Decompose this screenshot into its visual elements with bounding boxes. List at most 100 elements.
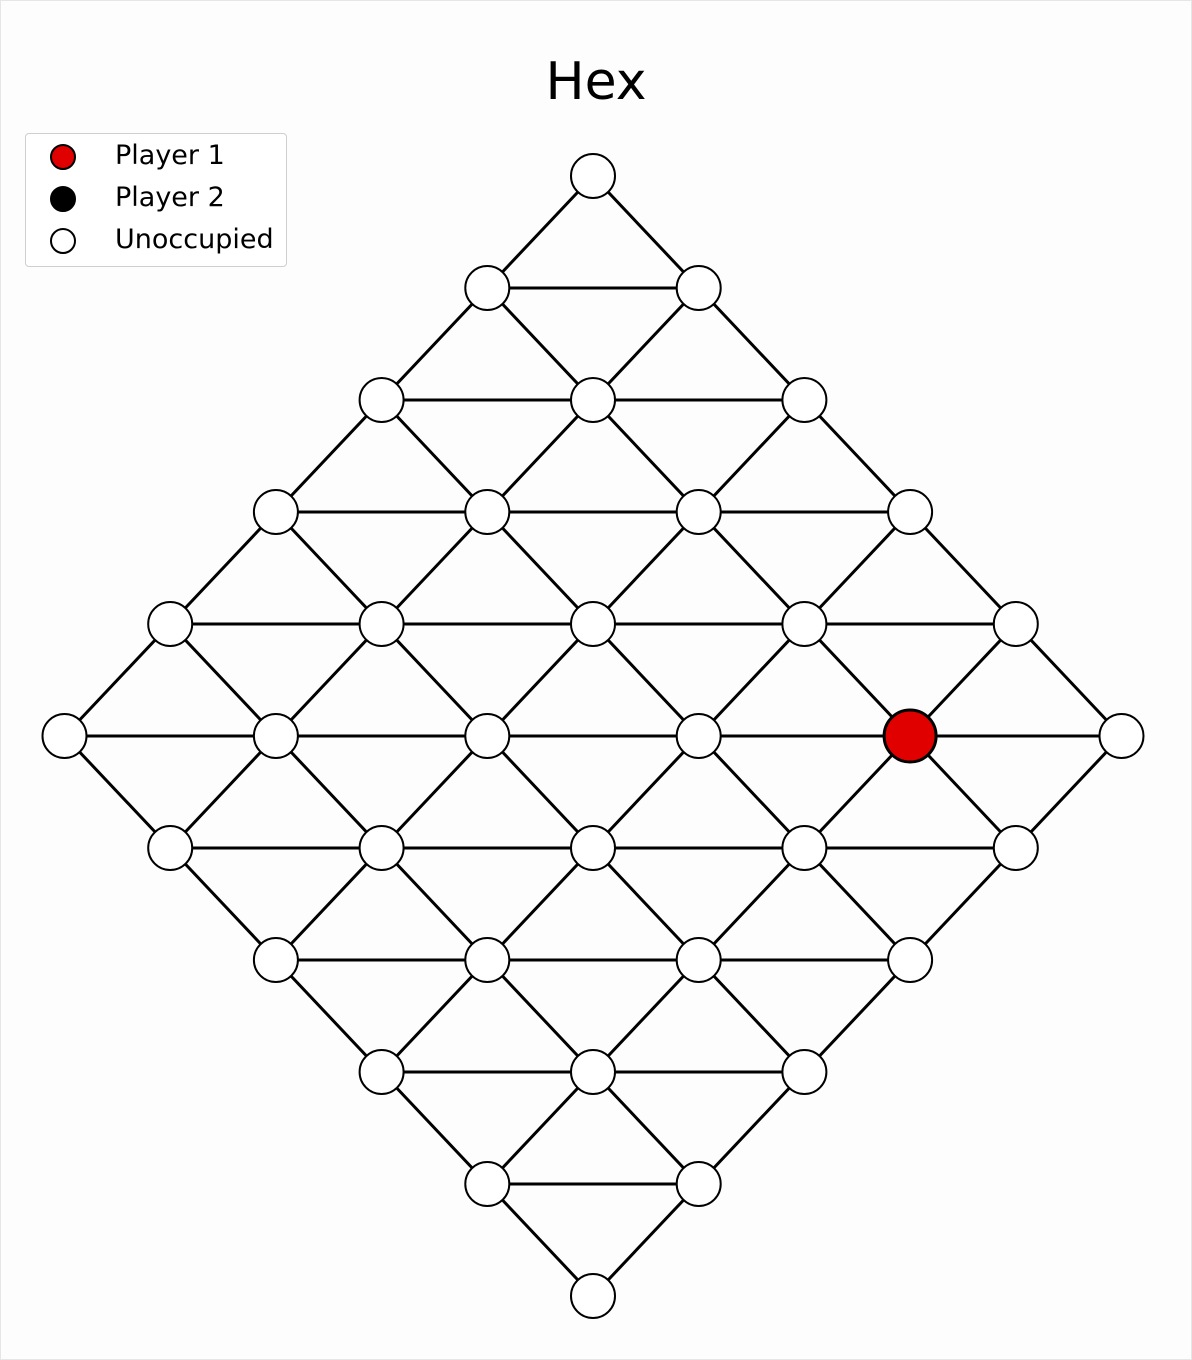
hex-cell-empty[interactable] [675, 937, 722, 983]
hex-cell-empty[interactable] [570, 825, 616, 871]
hex-cell-empty[interactable] [675, 1161, 722, 1207]
board-edge [697, 1070, 806, 1186]
board-edge [909, 846, 1017, 962]
board-edge [697, 622, 806, 738]
unoccupied-marker-icon [50, 228, 76, 254]
board-edge [591, 1070, 700, 1186]
player-1-marker-icon [50, 144, 76, 170]
hex-cell-empty[interactable] [464, 489, 511, 535]
board-edge [1014, 734, 1123, 850]
hex-cell-empty[interactable] [887, 937, 934, 983]
hex-cell-empty[interactable] [570, 1049, 616, 1095]
hex-cell-empty[interactable] [570, 601, 616, 647]
hex-cell-empty[interactable] [675, 265, 722, 311]
board-edge [486, 846, 595, 962]
hex-cell-empty[interactable] [675, 489, 722, 535]
board-edge [486, 1070, 595, 1186]
board-edge [169, 510, 277, 626]
board-edge [486, 174, 595, 290]
board-edge [803, 958, 912, 1074]
board-edge [380, 510, 489, 626]
board-edge [380, 286, 489, 402]
hex-cell-empty[interactable] [464, 713, 511, 759]
hex-cell-empty[interactable] [358, 601, 405, 647]
board-edge [591, 734, 700, 850]
board-edge [591, 1182, 700, 1298]
hex-cell-empty[interactable] [675, 713, 722, 759]
hex-cell-empty[interactable] [464, 265, 511, 311]
board-edge [63, 622, 172, 738]
legend-label-player-2: Player 2 [115, 182, 225, 213]
hex-cell-empty[interactable] [252, 489, 299, 535]
board-edge [274, 958, 383, 1074]
board-edge [486, 398, 595, 514]
legend: Player 1 Player 2 Unoccupied [25, 133, 287, 267]
board-edge [274, 622, 383, 738]
board-edge [274, 734, 383, 850]
hex-cell-empty[interactable] [781, 825, 828, 871]
hex-cell-empty[interactable] [781, 377, 828, 423]
hex-cell-empty[interactable] [464, 937, 511, 983]
hex-cell-empty[interactable] [147, 825, 194, 871]
board-edge [591, 510, 700, 626]
board-edge [486, 510, 595, 626]
hex-cell-empty[interactable] [358, 377, 405, 423]
legend-label-player-1: Player 1 [115, 140, 225, 171]
board-edge [591, 846, 700, 962]
player-2-marker-icon [50, 186, 76, 212]
board-edge [380, 734, 489, 850]
hex-cell-empty[interactable] [252, 937, 299, 983]
board-cells [41, 153, 1145, 1319]
board-edge [486, 958, 595, 1074]
board-edge [169, 622, 277, 738]
hex-cell-empty[interactable] [147, 601, 194, 647]
hex-cell-empty[interactable] [41, 713, 88, 759]
hex-cell-player1[interactable] [882, 708, 938, 764]
hex-cell-empty[interactable] [252, 713, 299, 759]
board-edge [380, 958, 489, 1074]
hex-cell-empty[interactable] [1098, 713, 1145, 759]
hex-cell-empty[interactable] [992, 601, 1039, 647]
board-edge [380, 846, 489, 962]
hex-cell-empty[interactable] [464, 1161, 511, 1207]
board-edge [591, 958, 700, 1074]
hex-cell-empty[interactable] [781, 601, 828, 647]
board-edge [1014, 622, 1123, 738]
board-edge [697, 286, 806, 402]
board-edge [803, 846, 912, 962]
board-edge [380, 622, 489, 738]
hex-cell-empty[interactable] [358, 825, 405, 871]
board-edge [909, 510, 1017, 626]
board-edge [803, 398, 912, 514]
legend-item-unoccupied: Unoccupied [26, 222, 286, 262]
legend-item-player-1: Player 1 [26, 138, 286, 178]
board-edge [274, 510, 383, 626]
board-edge [169, 734, 277, 850]
board-edge [591, 398, 700, 514]
board-edge [697, 958, 806, 1074]
board-edge [591, 286, 700, 402]
board-edge [380, 1070, 489, 1186]
hex-cell-empty[interactable] [887, 489, 934, 535]
hex-cell-empty[interactable] [781, 1049, 828, 1095]
hex-cell-empty[interactable] [358, 1049, 405, 1095]
board-edge [697, 398, 806, 514]
board-edge [380, 398, 489, 514]
board-edge [486, 734, 595, 850]
board-edge [486, 286, 595, 402]
board-edge [274, 846, 383, 962]
board-edge [803, 510, 912, 626]
board-title: Hex [545, 52, 647, 112]
board-edge [274, 398, 383, 514]
board-edge [63, 734, 172, 850]
legend-item-player-2: Player 2 [26, 180, 286, 220]
hex-cell-empty[interactable] [570, 153, 616, 199]
hex-cell-empty[interactable] [570, 377, 616, 423]
legend-label-unoccupied: Unoccupied [115, 224, 274, 255]
board-edge [169, 846, 277, 962]
hex-cell-empty[interactable] [992, 825, 1039, 871]
board-edge [486, 1182, 595, 1298]
board-edge [697, 846, 806, 962]
hex-cell-empty[interactable] [570, 1273, 616, 1319]
